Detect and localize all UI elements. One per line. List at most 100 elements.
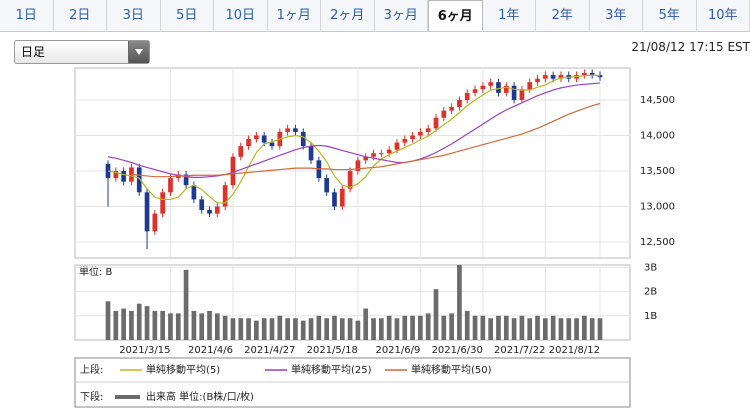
x-tick-label: 2021/6/30 [432,345,483,356]
candle-body [160,192,166,214]
x-tick-label: 2021/4/6 [188,345,233,356]
volume-bar [558,318,564,340]
y-tick-label: 1B [644,311,657,322]
volume-bar [199,313,205,340]
y-tick-label: 12,500 [640,237,675,248]
volume-bar [246,318,251,340]
interval-dropdown[interactable]: 日足 [14,40,150,64]
candle-body [535,78,540,83]
period-tab[interactable]: 3年 [590,0,643,31]
candle-body [371,153,376,157]
legend-label: 単純移動平均(5) [146,363,220,376]
period-tab[interactable]: 2日 [54,0,107,31]
period-tab[interactable]: 10日 [214,0,268,31]
volume-bar [418,315,423,340]
volume-bar [496,315,501,340]
period-tab[interactable]: 2ヶ月 [321,0,375,31]
y-tick-label: 13,000 [640,202,675,213]
volume-bar [300,320,306,340]
candle-body [261,135,267,143]
candle-body [558,75,564,79]
candle-body [121,170,126,182]
volume-bar [207,310,212,340]
dropdown-button[interactable] [128,41,149,63]
candle-body [480,85,486,90]
volume-bar [378,318,384,340]
x-tick-label: 2021/8/12 [549,345,600,356]
candle-body [238,146,244,157]
volume-bar [316,315,322,340]
candle-body [402,139,408,143]
period-tab[interactable]: 5日 [161,0,214,31]
candle-body [433,117,439,129]
volume-bar [136,303,142,340]
y-tick-label: 14,000 [640,130,675,141]
period-tab[interactable]: 3日 [107,0,161,31]
candle-body [214,206,220,214]
period-tab[interactable]: 5年 [643,0,697,31]
volume-bar [214,313,220,340]
candle-body [527,82,533,90]
volume-bar [105,301,111,340]
volume-bar [511,318,517,340]
volume-bar [144,306,150,340]
candle-body [300,131,306,147]
volume-bar [464,310,470,340]
volume-bar [261,318,267,340]
volume-bar [425,313,431,340]
candle-body [207,210,212,214]
volume-bar [582,315,587,340]
volume-bar [386,315,392,340]
candle-body [597,75,603,78]
candle-body [136,167,142,193]
volume-bar [324,318,330,340]
volume-bar [175,313,181,340]
volume-bar [113,310,119,340]
candle-body [386,149,392,154]
candle-body [550,75,556,79]
volume-bar [308,318,314,340]
period-tab[interactable]: 1ヶ月 [268,0,321,31]
candle-body [230,156,236,186]
period-tab[interactable]: 6ヶ月 [428,0,483,31]
volume-bar [503,315,509,340]
volume-bar [168,313,173,340]
volume-bar [238,318,244,340]
volume-bar [402,315,408,340]
candle-body [191,185,197,200]
candle-body [363,156,369,161]
y-tick-label: 2B [644,287,657,298]
volume-bar [355,320,361,340]
candle-body [199,199,205,211]
candle-body [503,85,509,93]
legend-label: 単純移動平均(50) [411,363,492,376]
volume-bar [371,318,376,340]
period-tab[interactable]: 2年 [536,0,590,31]
x-tick-label: 2021/7/22 [494,345,545,356]
period-tab[interactable]: 1日 [0,0,54,31]
volume-bar [441,315,447,340]
legend-lower-label: 下段: [80,390,103,403]
candle-body [293,128,298,132]
volume-bar [363,308,369,340]
legend-label: 出来高 単位:(B株/口/枚) [146,390,254,403]
candle-body [464,92,470,100]
volume-bar [254,320,259,340]
period-tab[interactable]: 1年 [483,0,536,31]
period-tab[interactable]: 3ヶ月 [375,0,428,31]
x-tick-label: 2021/6/9 [375,345,420,356]
tab-bar: 1日 2日 3日 5日 10日 1ヶ月 2ヶ月 3ヶ月 6ヶ月 1年 2年 3年 5年 10年 [0,0,750,32]
volume-bar [457,265,462,340]
candle-body [222,185,228,207]
volume-bar [394,318,400,340]
candle-body [339,188,345,207]
candle-body [472,89,478,93]
volume-bar [519,315,525,340]
volume-bar [293,318,298,340]
candle-body [324,178,330,193]
volume-bar [183,269,189,340]
volume-bar [597,318,603,340]
volume-bar [535,315,540,340]
volume-bar [129,310,134,340]
